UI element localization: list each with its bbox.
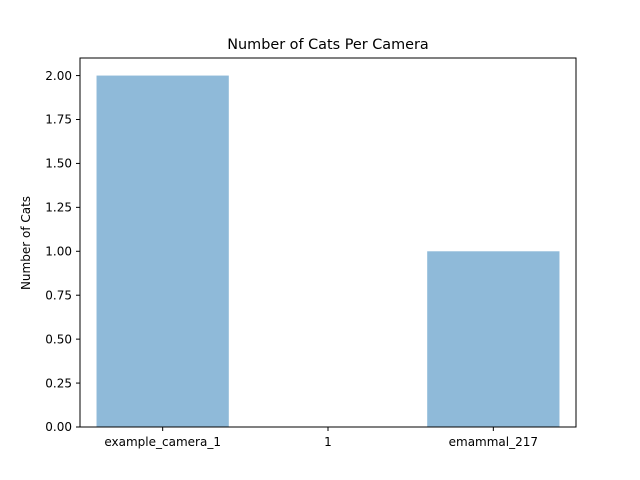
- y-tick-label: 1.25: [45, 201, 72, 215]
- y-axis: 0.00 0.25 0.50 0.75 1.00 1.25 1.50 1.75 2.00: [45, 69, 80, 434]
- x-tick-label: 1: [324, 435, 332, 449]
- y-tick-label: 1.00: [45, 244, 72, 258]
- y-axis-label: Number of Cats: [19, 196, 33, 290]
- x-tick-label: emammal_217: [449, 435, 538, 449]
- bar-2: [427, 251, 560, 427]
- chart-title: Number of Cats Per Camera: [227, 37, 428, 53]
- x-tick-label: example_camera_1: [104, 435, 221, 449]
- y-tick-label: 0.25: [45, 376, 72, 390]
- plot-frame: [79, 57, 577, 428]
- x-axis: example_camera_1 1 emammal_217: [104, 427, 538, 449]
- y-tick-label: 0.00: [45, 420, 72, 434]
- y-tick-label: 1.75: [45, 113, 72, 127]
- bar-0: [96, 75, 229, 427]
- y-tick-label: 2.00: [45, 69, 72, 83]
- y-tick-label: 0.75: [45, 288, 72, 302]
- y-tick-label: 0.50: [45, 332, 72, 346]
- bars-group: [96, 75, 560, 427]
- y-tick-label: 1.50: [45, 157, 72, 171]
